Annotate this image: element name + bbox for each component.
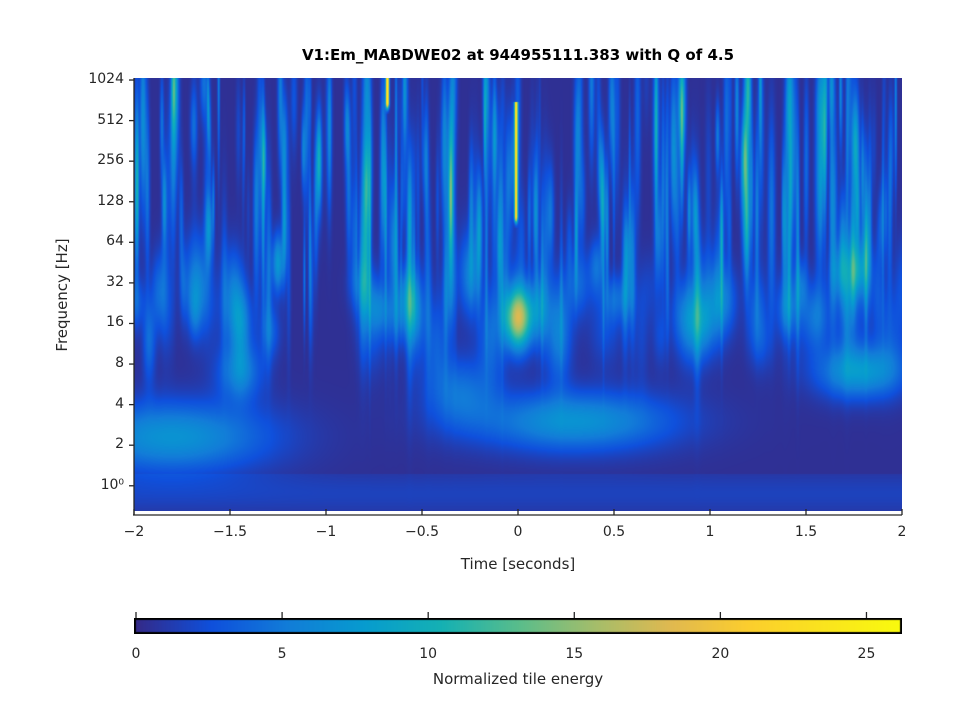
x-tick-label: 1.5	[794, 524, 818, 540]
colorbar-tick-label: 10	[419, 646, 438, 662]
x-tick-label: 0	[513, 524, 523, 540]
y-axis-label: Frequency [Hz]	[53, 238, 71, 352]
y-tick-label: 1024	[88, 71, 124, 88]
x-tick-label: 1	[705, 524, 715, 540]
y-tick-label: 256	[97, 152, 124, 169]
colorbar-tick-label: 20	[711, 646, 730, 662]
y-tick-label: 16	[106, 314, 124, 331]
y-tick-label: 32	[106, 273, 124, 290]
colorbar-tick-label: 15	[565, 646, 584, 662]
y-tick-label: 512	[97, 111, 124, 128]
x-tick-label: 2	[897, 524, 907, 540]
x-tick-label: −0.5	[405, 524, 439, 540]
colorbar-tick-label: 0	[131, 646, 141, 662]
y-tick-label: 4	[115, 395, 124, 412]
y-tick-label: 8	[115, 355, 124, 372]
chart-title: V1:Em_MABDWE02 at 944955111.383 with Q o…	[301, 46, 735, 64]
x-tick-label: −1	[315, 524, 337, 540]
y-tick-label: 128	[97, 192, 124, 209]
x-tick-label: −2	[123, 524, 145, 540]
colorbar-tick-label: 5	[277, 646, 287, 662]
spectrogram-heatmap	[134, 78, 902, 511]
colorbar-label: Normalized tile energy	[432, 670, 604, 688]
x-tick-label: −1.5	[213, 524, 247, 540]
x-axis-label: Time [seconds]	[460, 555, 576, 573]
x-tick-label: 0.5	[602, 524, 626, 540]
colorbar	[134, 618, 902, 634]
y-tick-label: 2	[115, 436, 124, 453]
y-tick-label: 10⁰	[100, 476, 124, 493]
colorbar-tick-label: 25	[857, 646, 876, 662]
y-tick-label: 64	[106, 233, 124, 250]
